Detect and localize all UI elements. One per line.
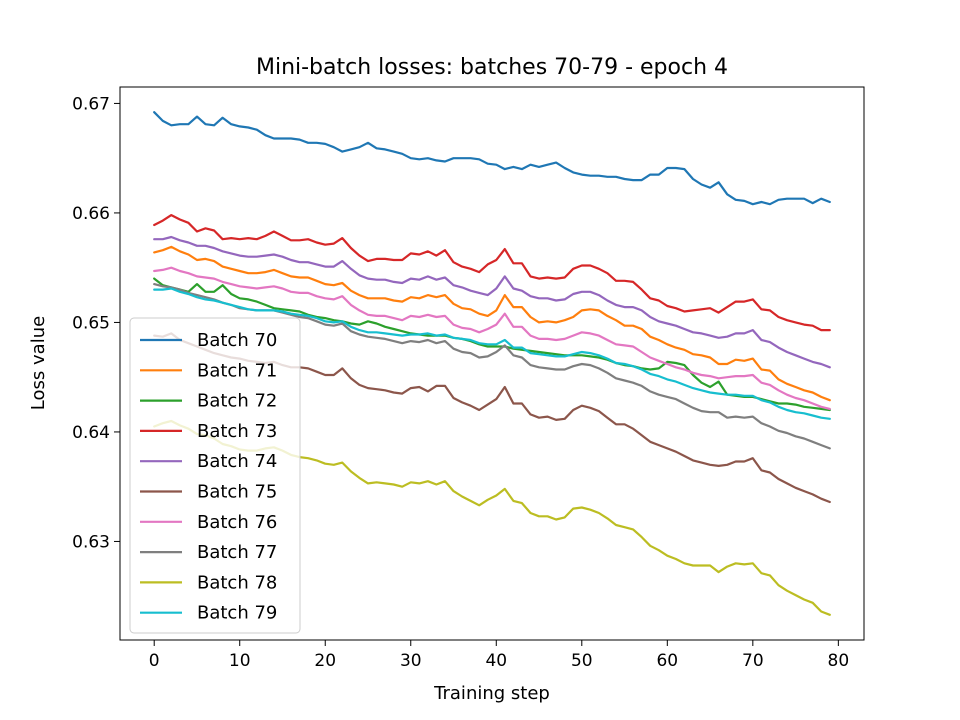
legend-label: Batch 73 <box>197 421 277 442</box>
legend-label: Batch 71 <box>197 360 277 381</box>
x-tick-label: 40 <box>485 651 507 671</box>
y-tick-label: 0.64 <box>72 423 110 443</box>
legend-label: Batch 75 <box>197 482 277 503</box>
y-tick-label: 0.66 <box>72 204 110 224</box>
y-tick-label: 0.65 <box>72 313 110 333</box>
legend: Batch 70 Batch 71 Batch 72 Batch 73 Batch 74… <box>129 317 301 634</box>
legend-label: Batch 79 <box>197 603 277 624</box>
legend-label: Batch 74 <box>197 451 277 472</box>
x-tick-label: 70 <box>742 651 764 671</box>
series-line-batch-70 <box>153 111 831 206</box>
y-axis-label: Loss value <box>28 316 49 410</box>
legend-frame <box>129 317 301 634</box>
legend-label: Batch 78 <box>197 572 277 593</box>
series-line-batch-73 <box>153 214 831 332</box>
series-line-batch-74 <box>153 235 831 369</box>
series-line-batch-76 <box>153 266 831 410</box>
x-tick-label: 20 <box>314 651 336 671</box>
plot-frame <box>119 86 865 641</box>
x-axis: 0 10 20 30 40 50 60 70 80 <box>149 640 849 671</box>
x-axis-label: Training step <box>433 683 550 704</box>
y-axis: 0.63 0.64 0.65 0.66 0.67 <box>72 94 120 552</box>
legend-label: Batch 72 <box>197 391 277 412</box>
series-line-batch-79 <box>153 287 831 420</box>
y-tick-label: 0.63 <box>72 532 110 552</box>
x-tick-label: 0 <box>149 651 160 671</box>
y-tick-label: 0.67 <box>72 94 110 114</box>
x-tick-label: 50 <box>571 651 593 671</box>
legend-label: Batch 76 <box>197 512 277 533</box>
chart-title: Mini-batch losses: batches 70-79 - epoch… <box>256 55 728 80</box>
series-line-batch-71 <box>153 245 831 402</box>
legend-label: Batch 77 <box>197 542 277 563</box>
x-tick-label: 10 <box>229 651 251 671</box>
x-tick-label: 60 <box>656 651 678 671</box>
series-line-batch-72 <box>153 277 831 412</box>
x-tick-label: 80 <box>828 651 850 671</box>
x-tick-label: 30 <box>400 651 422 671</box>
legend-label: Batch 70 <box>197 330 277 351</box>
